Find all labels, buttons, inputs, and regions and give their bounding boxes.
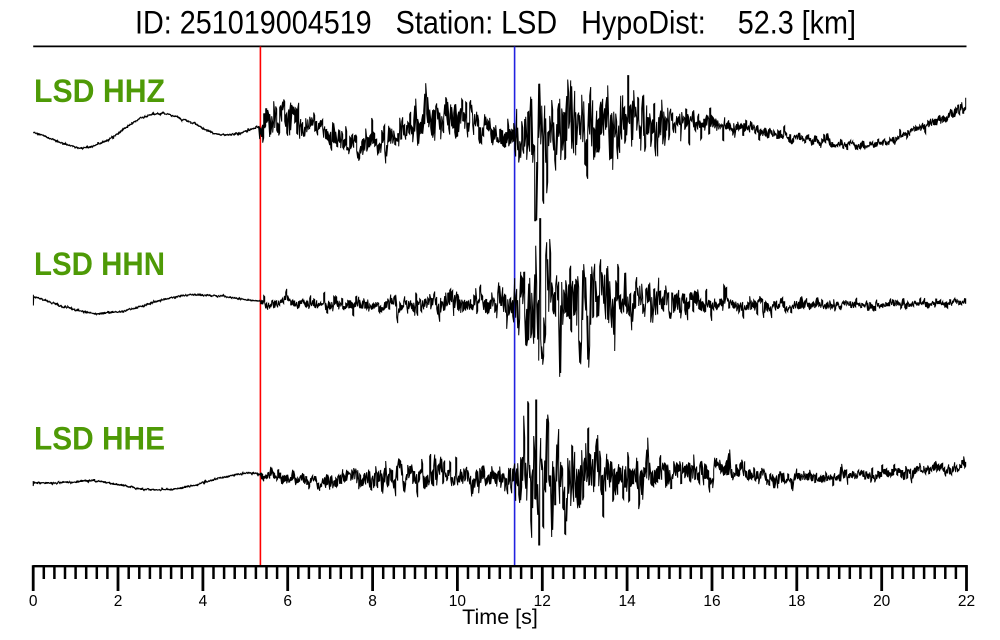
svg-text:0: 0 xyxy=(29,593,38,610)
svg-text:LSD HHE: LSD HHE xyxy=(34,421,165,457)
svg-text:22: 22 xyxy=(958,593,975,610)
svg-text:6: 6 xyxy=(283,593,292,610)
svg-text:LSD HHZ: LSD HHZ xyxy=(34,73,165,109)
svg-text:18: 18 xyxy=(788,593,805,610)
svg-text:4: 4 xyxy=(199,593,208,610)
svg-text:8: 8 xyxy=(368,593,377,610)
svg-text:LSD HHN: LSD HHN xyxy=(34,246,165,282)
svg-text:14: 14 xyxy=(618,593,636,610)
svg-text:10: 10 xyxy=(449,593,467,610)
svg-text:2: 2 xyxy=(114,593,123,610)
svg-text:16: 16 xyxy=(703,593,720,610)
svg-text:12: 12 xyxy=(534,593,551,610)
svg-text:20: 20 xyxy=(873,593,891,610)
svg-text:Time [s]: Time [s] xyxy=(462,605,538,629)
svg-text:ID: 251019004519 Station: LS: ID: 251019004519 Station: LSD HypoDist: … xyxy=(135,5,856,41)
